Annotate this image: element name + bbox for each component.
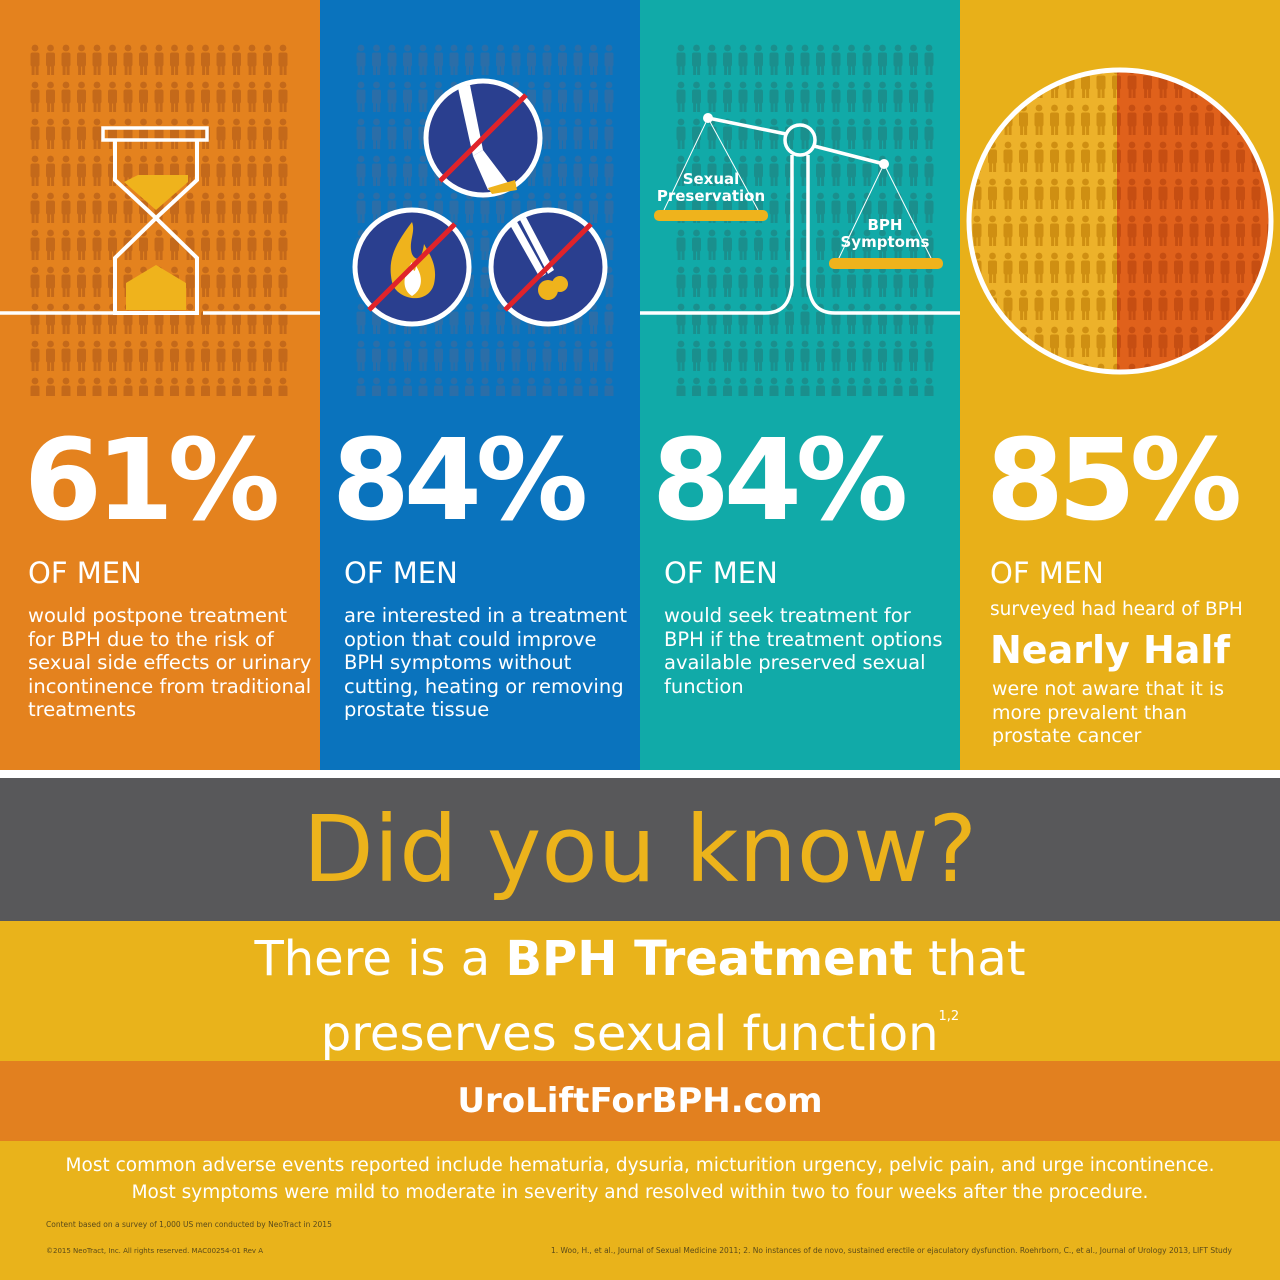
headline-band [0,778,1280,921]
tagline-post: that [912,931,1026,987]
no-removing-icon [488,207,608,327]
tagline: There is a BPH Treatment that preserves … [0,930,1280,1063]
tagline-superscript: 1,2 [938,1009,960,1024]
stat-panel-interested: 84% OF MEN are interested in a treatment… [320,0,640,770]
stat-description: would postpone treatment for BPH due to … [28,604,312,721]
of-men-label: OF MEN [990,556,1104,590]
headline: Did you know? [302,796,978,903]
tagline-pre: There is a [254,931,506,987]
balance-scale-icon [640,113,960,315]
stat-description-2: were not aware that it is more prevalent… [992,678,1225,747]
references: 1. Woo, H., et al., Journal of Sexual Me… [551,1246,1232,1255]
no-cutting-icon [423,78,543,198]
stat-panel-heard-of-bph: 85% OF MEN surveyed had heard of BPH Nea… [960,0,1280,770]
no-heating-icon [352,207,472,327]
adverse-line-2: Most symptoms were mild to moderate in s… [131,1182,1149,1203]
of-men-label: OF MEN [664,556,778,590]
of-men-label: OF MEN [28,556,142,590]
stat-panel-seek-treatment: Sexual Preservation BPH Symptoms 84% OF … [640,0,960,770]
stat-panel-postpone: 61% OF MEN would postpone treatment for … [0,0,320,770]
tagline-band [0,921,1280,1061]
copyright: ©2015 NeoTract, Inc. All rights reserved… [46,1247,264,1255]
stat-description: surveyed had heard of BPH [990,599,1243,620]
of-men-label: OF MEN [344,556,458,590]
stat-value: 84% [332,416,588,546]
stat-value: 84% [652,416,908,546]
stat-value: 61% [24,416,280,546]
magnifier-circle-icon [966,67,1274,375]
stat-description: are interested in a treatment option tha… [344,604,628,721]
survey-note: Content based on a survey of 1,000 US me… [46,1220,332,1229]
highlight-nearly-half: Nearly Half [990,628,1230,672]
stat-value: 85% [986,416,1242,546]
no-treatment-icons [352,78,608,327]
scale-right-label: BPH Symptoms [840,216,930,251]
tagline-line2: preserves sexual function [320,1006,939,1062]
website-link[interactable]: UroLiftForBPH.com [457,1081,823,1121]
stat-description: would seek treatment for BPH if the trea… [664,604,943,698]
hourglass-icon [0,126,320,315]
tagline-bold: BPH Treatment [505,931,913,987]
divider [0,770,1280,778]
scale-left-label: Sexual Preservation [656,170,766,205]
url-band [0,1061,1280,1141]
adverse-events-text: Most common adverse events reported incl… [0,1152,1280,1206]
adverse-line-1: Most common adverse events reported incl… [65,1155,1215,1176]
